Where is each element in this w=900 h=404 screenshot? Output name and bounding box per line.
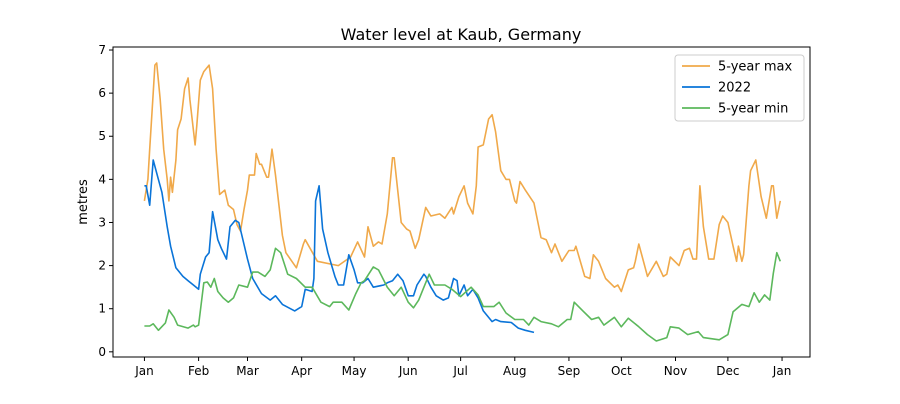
y-tick-label: 5 — [98, 129, 106, 143]
series-line-2022 — [144, 159, 535, 334]
series-layer — [143, 62, 782, 342]
chart-title: Water level at Kaub, Germany — [341, 25, 582, 44]
x-tick-label: Apr — [291, 364, 312, 378]
legend-label: 2022 — [718, 81, 751, 96]
plot-frame — [112, 46, 811, 358]
x-axis: Jan Feb Mar Apr May Jun Jul Aug Sep Oct Nov Dec Jan — [134, 357, 791, 378]
x-tick-label: Jul — [452, 364, 467, 378]
y-tick-label: 4 — [98, 172, 106, 186]
legend: 5-year max 2022 5-year min — [674, 54, 805, 122]
legend-label: 5-year max — [718, 60, 792, 75]
y-tick-label: 1 — [98, 302, 106, 316]
x-tick-label: May — [342, 364, 367, 378]
legend-frame — [674, 54, 805, 122]
legend-label: 5-year min — [718, 102, 788, 117]
y-axis-label: metres — [76, 179, 91, 225]
x-tick-label: Mar — [236, 364, 259, 378]
x-tick-label: Jun — [398, 364, 418, 378]
series-line-5-year-max — [143, 62, 782, 293]
series-line-5-year-min — [144, 247, 782, 342]
x-tick-label: Dec — [716, 364, 739, 378]
x-tick-label: Jan — [772, 364, 792, 378]
x-tick-label: Nov — [664, 364, 687, 378]
y-tick-label: 2 — [98, 259, 106, 273]
x-tick-label: Jan — [134, 364, 154, 378]
x-tick-label: Oct — [611, 364, 632, 378]
y-tick-label: 7 — [98, 43, 106, 57]
y-tick-label: 3 — [98, 215, 106, 229]
x-tick-label: Feb — [188, 364, 209, 378]
y-axis: 0 1 2 3 4 5 6 7 — [98, 43, 113, 359]
x-tick-label: Sep — [558, 364, 581, 378]
y-tick-label: 0 — [98, 345, 106, 359]
y-tick-label: 6 — [98, 86, 106, 100]
x-tick-label: Aug — [503, 364, 526, 378]
